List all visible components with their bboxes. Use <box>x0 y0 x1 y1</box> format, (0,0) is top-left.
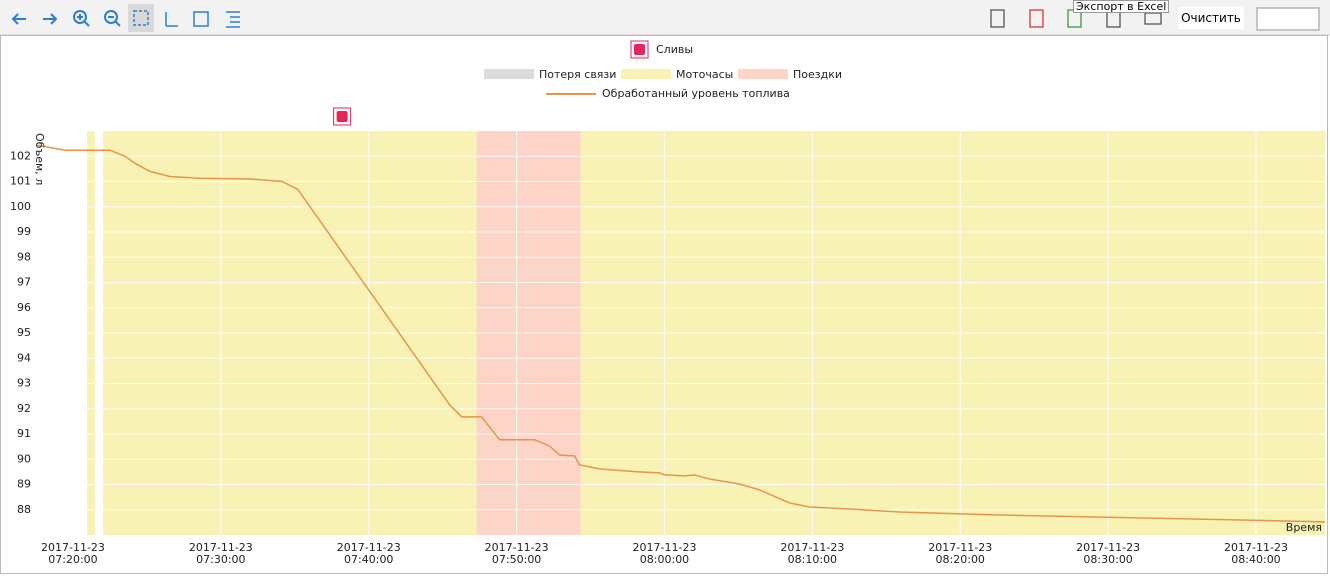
x-tick-label: 2017-11-23 07:20:00 <box>41 541 105 566</box>
y-tick-label: 101 <box>10 175 31 188</box>
drain-legend-icon-fill <box>634 44 645 55</box>
band-legend-label: Поездки <box>793 68 842 81</box>
band-legend-swatch <box>621 69 671 79</box>
panel-border <box>0 35 1328 574</box>
list-button[interactable] <box>226 11 240 28</box>
y-tick-label: 102 <box>10 149 31 162</box>
band-legend-swatch <box>738 69 788 79</box>
x-axis-label: Время <box>1285 521 1322 534</box>
y-tick-label: 92 <box>17 402 31 415</box>
x-tick-label: 2017-11-23 08:30:00 <box>1076 541 1141 566</box>
fuel-line <box>36 144 1326 523</box>
clear-button[interactable]: Очистить <box>1178 7 1244 29</box>
y-tick-label: 96 <box>17 301 31 314</box>
report-button[interactable] <box>990 9 1005 28</box>
fit-button[interactable] <box>193 11 209 27</box>
y-tick-label: 94 <box>17 351 31 364</box>
x-tick-label: 2017-11-23 08:00:00 <box>632 541 697 566</box>
tooltip: Экспорт в Excel <box>1073 0 1170 13</box>
zoom-select-icon <box>133 10 149 26</box>
y-tick-label: 98 <box>17 250 31 263</box>
x-tick-label: 2017-11-23 07:50:00 <box>484 541 549 566</box>
y-tick-label: 99 <box>17 225 31 238</box>
zoom-select-button[interactable] <box>128 4 154 32</box>
x-tick-label: 2017-11-23 07:30:00 <box>188 541 253 566</box>
view-toggle[interactable] <box>1256 7 1320 31</box>
y-tick-label: 100 <box>10 200 31 213</box>
band-legend-swatch <box>484 69 534 79</box>
forward-button[interactable] <box>43 13 58 25</box>
drain-legend-label: Сливы <box>656 43 693 56</box>
zoom-out-button[interactable] <box>104 10 121 27</box>
back-button[interactable] <box>11 13 26 25</box>
zoom-x-button[interactable] <box>165 12 178 27</box>
y-tick-label: 97 <box>17 276 31 289</box>
band-legend-label: Моточасы <box>676 68 733 81</box>
band-legend-label: Потеря связи <box>539 68 616 81</box>
y-tick-label: 95 <box>17 326 31 339</box>
y-tick-label: 89 <box>17 478 31 491</box>
drain-marker-fill <box>336 111 348 122</box>
x-tick-label: 2017-11-23 08:40:00 <box>1224 541 1288 566</box>
y-tick-label: 93 <box>17 377 31 390</box>
zoom-in-button[interactable] <box>73 10 90 27</box>
print-button[interactable] <box>1144 12 1162 25</box>
y-axis-label: Объем, л <box>33 133 46 186</box>
x-tick-label: 2017-11-23 08:20:00 <box>928 541 993 566</box>
line-legend-label: Обработанный уровень топлива <box>602 87 790 100</box>
x-tick-label: 2017-11-23 07:40:00 <box>336 541 401 566</box>
y-tick-label: 90 <box>17 452 31 465</box>
y-tick-label: 91 <box>17 427 31 440</box>
y-tick-label: 88 <box>17 503 31 516</box>
x-tick-label: 2017-11-23 08:10:00 <box>780 541 845 566</box>
pdf-button[interactable] <box>1029 9 1044 28</box>
